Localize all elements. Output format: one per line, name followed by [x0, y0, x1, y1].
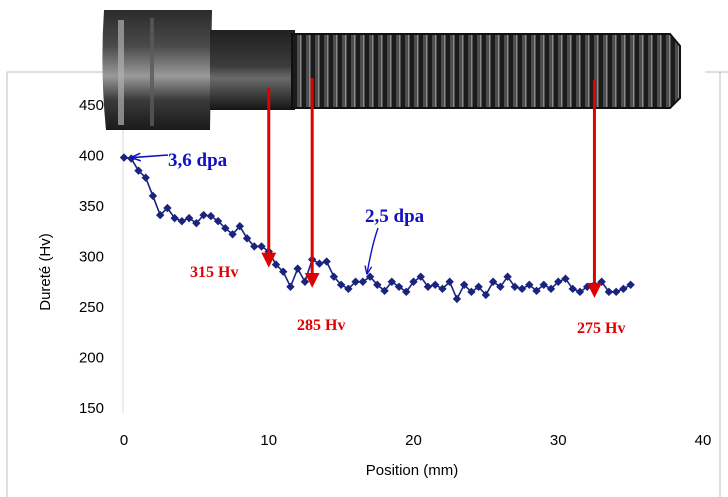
data-point	[539, 280, 548, 289]
data-point	[199, 210, 208, 220]
dose-pointer-arrow	[367, 227, 379, 273]
data-point	[387, 277, 396, 286]
data-point	[170, 213, 179, 223]
data-point	[503, 272, 512, 281]
data-point	[286, 282, 295, 291]
hv-label-3: 275 Hv	[577, 320, 625, 337]
data-point	[481, 290, 491, 300]
data-point	[163, 203, 172, 213]
x-tick-label: 0	[120, 432, 128, 449]
y-tick-label: 150	[79, 400, 104, 417]
y-axis-title: Dureté (Hv)	[37, 233, 54, 311]
data-point	[300, 277, 310, 286]
data-point	[257, 242, 266, 251]
data-point	[402, 287, 411, 297]
dose-pointer-arrow	[133, 155, 169, 158]
y-tick-label: 300	[79, 249, 104, 266]
data-point	[336, 280, 346, 289]
data-point	[221, 224, 230, 233]
data-point	[597, 277, 606, 286]
data-point	[474, 282, 483, 291]
data-point	[344, 284, 353, 294]
data-point	[235, 222, 244, 231]
data-point	[184, 213, 194, 223]
data-point	[423, 282, 433, 291]
data-point	[459, 280, 469, 289]
data-point	[315, 259, 324, 268]
data-point	[431, 280, 440, 289]
data-point	[358, 277, 368, 286]
data-point	[192, 218, 201, 228]
data-point	[134, 166, 143, 175]
data-point	[228, 230, 237, 239]
y-tick-label: 350	[79, 198, 104, 215]
threaded-bolt-photo	[102, 10, 681, 130]
data-point	[604, 287, 614, 297]
data-point	[568, 284, 577, 294]
dose-label-high: 3,6 dpa	[168, 150, 228, 171]
data-point	[394, 282, 404, 291]
x-axis-title: Position (mm)	[366, 462, 459, 479]
data-point	[510, 282, 520, 291]
data-point	[148, 191, 158, 201]
data-point	[626, 280, 635, 289]
y-tick-label: 450	[79, 97, 104, 114]
data-point	[293, 264, 302, 273]
data-point	[155, 210, 165, 220]
data-point	[119, 153, 129, 162]
data-point	[177, 216, 187, 226]
data-point	[213, 216, 223, 226]
data-point	[452, 294, 462, 304]
data-point	[416, 272, 425, 281]
hv-label-1: 315 Hv	[190, 264, 238, 281]
data-point	[127, 154, 136, 163]
data-point	[445, 277, 454, 286]
y-tick-label: 200	[79, 350, 104, 367]
data-point	[329, 272, 339, 281]
data-point	[488, 277, 498, 286]
data-point	[242, 234, 252, 243]
x-tick-label: 30	[550, 432, 567, 449]
data-point	[517, 284, 527, 294]
data-point	[561, 274, 570, 283]
data-point	[611, 287, 621, 297]
data-point	[619, 284, 628, 294]
x-tick-label: 10	[260, 432, 277, 449]
data-point	[554, 277, 563, 286]
x-tick-label: 20	[405, 432, 422, 449]
dose-label-low: 2,5 dpa	[365, 206, 425, 227]
data-point	[351, 277, 360, 286]
data-point	[546, 284, 556, 294]
data-point	[322, 257, 331, 266]
data-point	[467, 287, 476, 297]
data-point	[575, 287, 585, 297]
hv-label-2: 285 Hv	[297, 317, 345, 334]
data-point	[380, 286, 389, 296]
data-point	[279, 267, 288, 276]
data-point	[438, 284, 447, 294]
chart-frame	[6, 71, 728, 497]
data-point	[532, 286, 541, 296]
y-tick-label: 250	[79, 299, 104, 316]
data-point	[496, 282, 505, 291]
data-point	[206, 211, 216, 221]
data-point	[250, 242, 259, 251]
data-point	[409, 277, 418, 286]
data-point	[373, 280, 382, 289]
x-tick-label: 40	[695, 432, 712, 449]
data-point	[141, 173, 150, 182]
y-tick-label: 400	[79, 148, 104, 165]
data-point	[525, 280, 534, 289]
